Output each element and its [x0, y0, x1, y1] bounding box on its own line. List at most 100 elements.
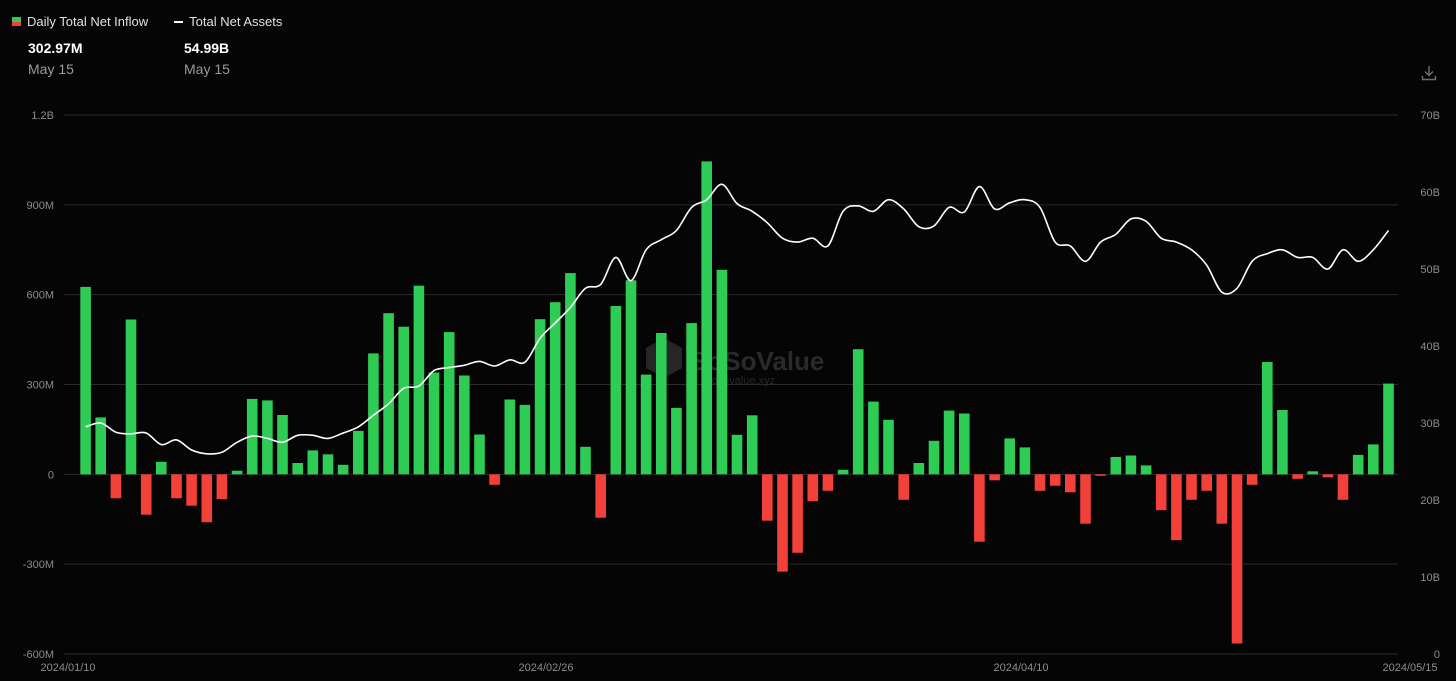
y-tick-label: 300M	[26, 380, 54, 392]
inflow-bar	[337, 464, 349, 475]
inflow-bar	[368, 353, 379, 475]
inflow-bar	[201, 474, 213, 523]
inflow-bar	[1080, 474, 1091, 524]
inflow-bar	[1201, 474, 1212, 491]
inflow-bar	[504, 399, 516, 475]
inflow-bar	[1171, 474, 1182, 541]
x-tick-label: 2024/01/10	[40, 662, 95, 674]
inflow-value: 302.97M	[28, 40, 83, 56]
inflow-bar	[580, 446, 591, 475]
assets-value: 54.99B	[184, 40, 230, 56]
legend-assets-label: Total Net Assets	[189, 14, 283, 29]
inflow-bar	[1246, 474, 1258, 485]
x-tick-label: 2024/05/15	[1382, 662, 1437, 674]
inflow-bar	[398, 326, 409, 475]
y-tick-label: -600M	[23, 649, 54, 661]
inflow-bar	[549, 302, 561, 475]
legend-item-assets[interactable]: Total Net Assets	[174, 14, 282, 29]
inflow-bar	[1034, 474, 1046, 491]
inflow-bar	[883, 419, 894, 475]
inflow-bar	[322, 454, 334, 475]
inflow-bar	[80, 286, 91, 475]
inflow-bar	[625, 280, 637, 475]
line-swatch-icon	[174, 20, 184, 23]
inflow-bar	[277, 415, 288, 475]
inflow-bar	[762, 474, 773, 521]
inflow-bar	[913, 463, 925, 475]
inflow-bar	[125, 319, 137, 475]
inflow-bar	[1049, 474, 1061, 486]
y-tick-label: 600M	[26, 290, 54, 302]
inflow-bar	[959, 413, 970, 475]
inflow-bar	[231, 470, 243, 475]
inflow-bar	[943, 410, 955, 475]
inflow-bar	[1186, 474, 1197, 500]
inflow-bar	[353, 430, 364, 475]
inflow-bar	[413, 285, 425, 475]
x-tick-label: 2024/02/26	[518, 662, 573, 674]
inflow-stat: 302.97M May 15	[28, 40, 184, 77]
download-icon[interactable]	[1420, 64, 1438, 82]
inflow-bar	[640, 374, 652, 475]
inflow-bar	[1065, 474, 1076, 493]
inflow-bar	[110, 474, 122, 499]
x-tick-label: 2024/04/10	[993, 662, 1048, 674]
inflow-bar	[792, 474, 803, 553]
inflow-bar	[671, 407, 682, 475]
inflow-bar	[1337, 474, 1349, 500]
inflow-bar	[656, 333, 667, 475]
net-assets-line	[85, 183, 1390, 455]
inflow-bar	[95, 417, 106, 475]
legend-item-inflow[interactable]: Daily Total Net Inflow	[12, 14, 148, 29]
inflow-bar	[595, 474, 606, 518]
y2-tick-label: 0	[1434, 649, 1440, 661]
inflow-bar	[1110, 457, 1122, 475]
inflow-bar	[807, 474, 819, 502]
summary-stats: 302.97M May 15 54.99B May 15	[28, 40, 340, 77]
inflow-bar	[519, 404, 531, 475]
inflow-bar	[1292, 474, 1303, 479]
inflow-bar	[1231, 474, 1243, 644]
inflow-bar	[474, 434, 485, 475]
y2-tick-label: 50B	[1420, 264, 1440, 276]
y-tick-label: 900M	[26, 200, 54, 212]
inflow-bar	[1004, 438, 1015, 475]
inflow-bar	[565, 273, 576, 475]
inflow-bar	[216, 474, 228, 500]
inflow-bar	[292, 463, 303, 475]
y-tick-label: -300M	[23, 559, 54, 571]
inflow-bar	[171, 474, 182, 499]
inflow-bar	[383, 313, 394, 475]
assets-stat: 54.99B May 15	[184, 40, 340, 77]
inflow-bar	[262, 400, 273, 475]
assets-date: May 15	[184, 61, 230, 77]
chart-legend: Daily Total Net Inflow Total Net Assets	[12, 14, 282, 29]
watermark-url: sosovalue.xyz	[706, 375, 775, 387]
inflow-bar	[186, 474, 197, 506]
inflow-bar	[1155, 474, 1167, 511]
inflow-bar	[1216, 474, 1228, 524]
inflow-bar	[428, 372, 440, 475]
inflow-bar	[822, 474, 834, 491]
inflow-bar	[989, 474, 1000, 481]
inflow-bar	[140, 474, 152, 515]
inflow-bar	[1262, 362, 1273, 475]
y2-tick-label: 60B	[1420, 187, 1440, 199]
inflow-bar	[1383, 383, 1394, 475]
inflow-bar	[1277, 410, 1288, 475]
inflow-bar	[443, 332, 455, 475]
inflow-bar	[307, 450, 319, 475]
inflow-bar	[716, 269, 728, 475]
inflow-bar	[974, 474, 985, 542]
inflow-bar	[928, 440, 940, 475]
y2-tick-label: 30B	[1420, 418, 1440, 430]
inflow-bar	[1307, 471, 1318, 475]
inflow-bar	[701, 161, 712, 475]
inflow-bar	[1322, 474, 1334, 478]
inflow-bar	[534, 319, 546, 475]
inflow-bar	[868, 401, 879, 475]
y-tick-label: 1.2B	[31, 110, 54, 122]
inflow-bar	[731, 434, 743, 475]
inflow-bar	[489, 474, 500, 485]
